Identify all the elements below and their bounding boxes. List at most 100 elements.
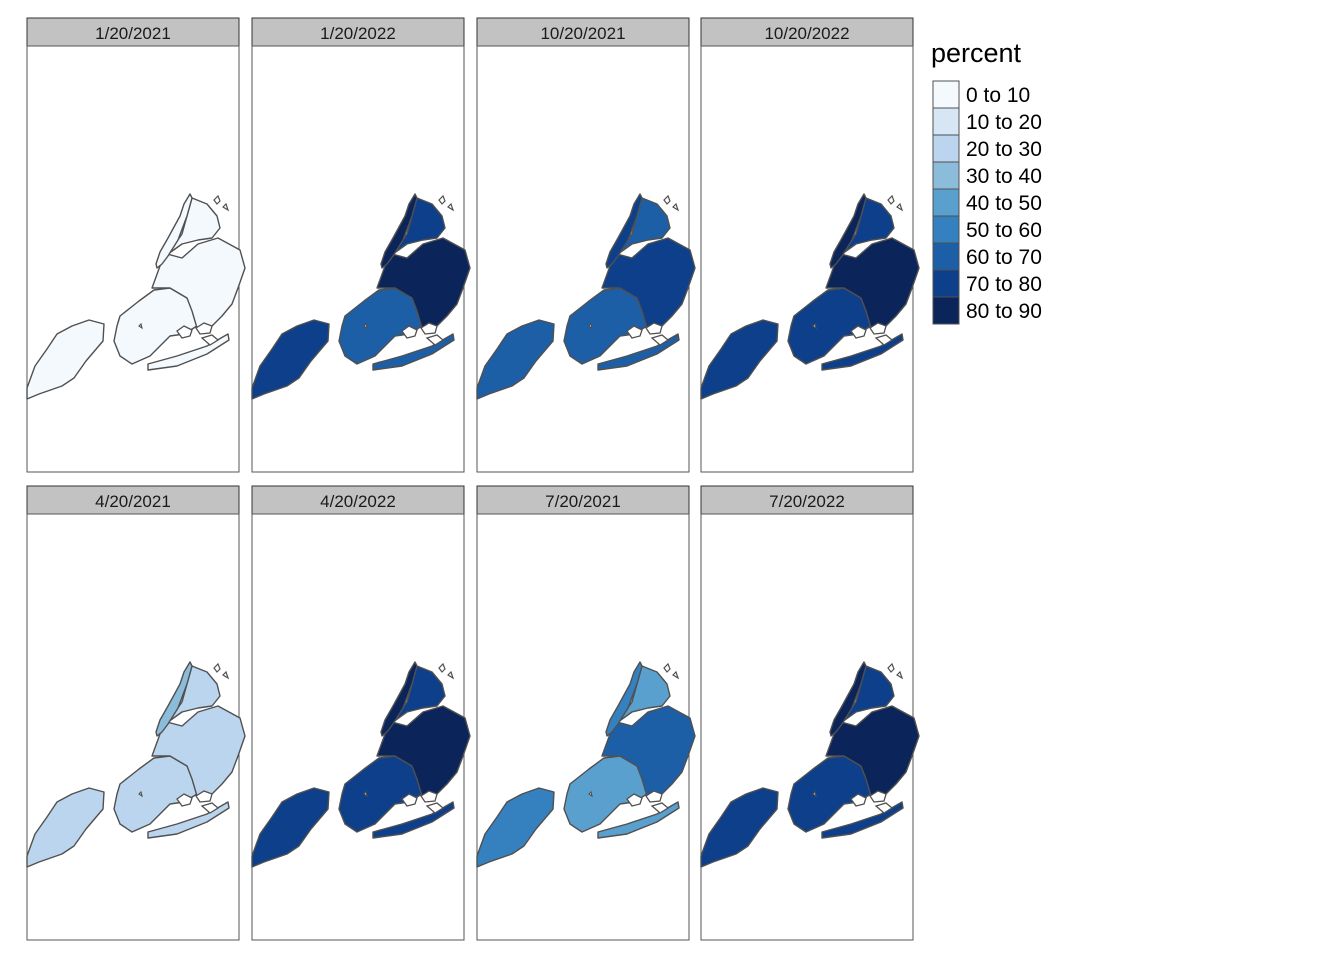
borough-manhattan bbox=[829, 193, 867, 269]
island-outline bbox=[438, 662, 446, 673]
legend-key bbox=[932, 242, 960, 271]
borough-brooklyn bbox=[787, 755, 872, 833]
facet-panel: 7/20/2021 bbox=[476, 485, 696, 941]
facet-panel: 10/20/2022 bbox=[700, 17, 920, 473]
island-outline bbox=[176, 325, 193, 339]
borough-staten-island bbox=[26, 787, 105, 868]
island-outline bbox=[213, 662, 221, 673]
island-outline bbox=[200, 334, 220, 346]
facet-panel: 1/20/2021 bbox=[26, 17, 246, 473]
facet-strip bbox=[700, 17, 914, 47]
borough-staten-island bbox=[26, 319, 105, 400]
island-outline bbox=[850, 325, 867, 339]
facet-strip bbox=[476, 485, 690, 515]
legend-key bbox=[932, 296, 960, 325]
borough-brooklyn bbox=[372, 333, 455, 371]
island-outline bbox=[420, 790, 438, 803]
borough-brooklyn bbox=[113, 755, 198, 833]
borough-brooklyn bbox=[563, 287, 648, 365]
legend-label: 60 to 70 bbox=[966, 246, 1042, 269]
island-outline bbox=[195, 790, 213, 803]
borough-staten-island bbox=[700, 319, 779, 400]
facet-strip bbox=[476, 17, 690, 47]
borough-queens bbox=[825, 705, 920, 797]
facet-title: 7/20/2021 bbox=[545, 492, 621, 511]
legend-title: percent bbox=[931, 38, 1022, 68]
island-outline bbox=[874, 334, 894, 346]
facet-strip bbox=[26, 485, 240, 515]
facet-title: 7/20/2022 bbox=[769, 492, 845, 511]
island-outline bbox=[588, 790, 593, 798]
nyc-borough-map bbox=[476, 661, 696, 868]
legend-label: 40 to 50 bbox=[966, 192, 1042, 215]
island-outline bbox=[447, 670, 455, 680]
borough-queens bbox=[376, 237, 471, 329]
island-outline bbox=[222, 670, 230, 680]
island-outline bbox=[850, 793, 867, 807]
island-outline bbox=[363, 322, 368, 330]
island-outline bbox=[195, 322, 213, 335]
facet-panel: 4/20/2022 bbox=[251, 485, 471, 941]
borough-manhattan bbox=[155, 193, 193, 269]
nyc-borough-map bbox=[26, 193, 246, 400]
island-outline bbox=[401, 325, 418, 339]
legend-label: 10 to 20 bbox=[966, 111, 1042, 134]
legend-label: 50 to 60 bbox=[966, 219, 1042, 242]
borough-brooklyn bbox=[821, 333, 904, 371]
borough-manhattan bbox=[380, 193, 418, 269]
island-outline bbox=[425, 802, 445, 814]
island-outline bbox=[626, 325, 643, 339]
borough-staten-island bbox=[251, 787, 330, 868]
facet-title: 1/20/2022 bbox=[320, 24, 396, 43]
nyc-borough-map bbox=[700, 661, 920, 868]
nyc-borough-map bbox=[251, 661, 471, 868]
island-outline bbox=[645, 790, 663, 803]
island-outline bbox=[222, 202, 230, 212]
island-outline bbox=[438, 194, 446, 205]
island-outline bbox=[650, 334, 670, 346]
nyc-borough-map bbox=[251, 193, 471, 400]
island-outline bbox=[869, 322, 887, 335]
island-outline bbox=[887, 194, 895, 205]
facet-strip bbox=[251, 17, 465, 47]
borough-queens bbox=[601, 705, 696, 797]
island-outline bbox=[672, 670, 680, 680]
island-outline bbox=[650, 802, 670, 814]
island-outline bbox=[663, 662, 671, 673]
legend-key bbox=[932, 215, 960, 244]
borough-staten-island bbox=[476, 319, 555, 400]
legend-key bbox=[932, 80, 960, 109]
borough-staten-island bbox=[251, 319, 330, 400]
island-outline bbox=[200, 802, 220, 814]
facet-panel: 1/20/2022 bbox=[251, 17, 471, 473]
borough-brooklyn bbox=[597, 333, 680, 371]
island-outline bbox=[663, 194, 671, 205]
borough-brooklyn bbox=[147, 333, 230, 371]
island-outline bbox=[363, 790, 368, 798]
island-outline bbox=[176, 793, 193, 807]
legend-label: 70 to 80 bbox=[966, 273, 1042, 296]
island-outline bbox=[896, 670, 904, 680]
borough-brooklyn bbox=[147, 801, 230, 839]
borough-queens bbox=[601, 237, 696, 329]
borough-brooklyn bbox=[563, 755, 648, 833]
island-outline bbox=[626, 793, 643, 807]
island-outline bbox=[447, 202, 455, 212]
facet-title: 1/20/2021 bbox=[95, 24, 171, 43]
borough-brooklyn bbox=[338, 287, 423, 365]
borough-manhattan bbox=[605, 661, 643, 737]
facet-panel: 10/20/2021 bbox=[476, 17, 696, 473]
nyc-borough-map bbox=[26, 661, 246, 868]
legend-label: 30 to 40 bbox=[966, 165, 1042, 188]
island-outline bbox=[420, 322, 438, 335]
legend-key bbox=[932, 188, 960, 217]
island-outline bbox=[672, 202, 680, 212]
island-outline bbox=[425, 334, 445, 346]
island-outline bbox=[213, 194, 221, 205]
legend: percent 0 to 10 10 to 20 20 to 30 30 to 40 4… bbox=[931, 38, 1042, 325]
borough-manhattan bbox=[380, 661, 418, 737]
borough-manhattan bbox=[155, 661, 193, 737]
nyc-borough-map bbox=[700, 193, 920, 400]
island-outline bbox=[812, 790, 817, 798]
